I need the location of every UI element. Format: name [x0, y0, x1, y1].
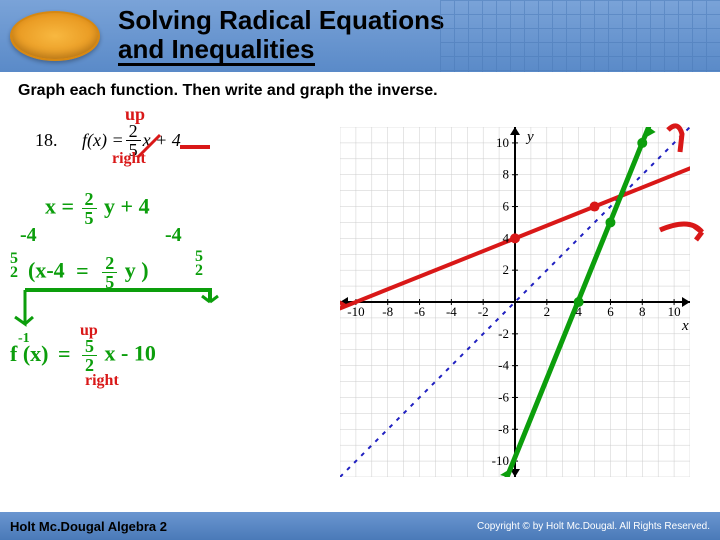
fx-prefix: f(x) =	[82, 130, 124, 151]
svg-text:-6: -6	[498, 389, 509, 404]
hand-up1: up	[125, 104, 145, 125]
header-grid-decoration	[440, 0, 720, 72]
svg-text:-4: -4	[498, 358, 509, 373]
content-area: Graph each function. Then write and grap…	[0, 72, 720, 502]
hand-minus4l: -4	[20, 224, 37, 247]
hand-52-right: 52	[195, 250, 203, 279]
footer: Holt Mc.Dougal Algebra 2 Copyright © by …	[0, 512, 720, 540]
logo-oval	[10, 11, 100, 61]
hand-minus4r: -4	[165, 224, 182, 247]
hand-bracket-l: (x-4 = 2 5 y )	[28, 254, 149, 291]
page-title: Solving Radical Equations and Inequaliti…	[118, 6, 445, 66]
header: Solving Radical Equations and Inequaliti…	[0, 0, 720, 72]
footer-right: Copyright © by Holt Mc.Dougal. All Right…	[477, 521, 710, 532]
svg-text:x: x	[681, 318, 689, 334]
svg-text:8: 8	[639, 304, 646, 319]
hand-right1: right	[112, 150, 146, 168]
svg-text:6: 6	[607, 304, 614, 319]
svg-text:2: 2	[503, 262, 510, 277]
svg-text:2: 2	[544, 304, 551, 319]
svg-text:-8: -8	[382, 304, 393, 319]
svg-text:10: 10	[496, 135, 509, 150]
svg-text:-2: -2	[478, 304, 489, 319]
svg-text:-2: -2	[498, 326, 509, 341]
svg-text:-10: -10	[347, 304, 364, 319]
svg-text:8: 8	[503, 167, 510, 182]
svg-text:4: 4	[575, 304, 582, 319]
title-line2: and Inequalities	[118, 35, 315, 67]
svg-text:y: y	[525, 129, 534, 145]
problem-number: 18.	[35, 130, 58, 151]
svg-text:-10: -10	[492, 453, 509, 468]
svg-text:10: 10	[668, 304, 681, 319]
svg-text:6: 6	[503, 199, 510, 214]
title-line1: Solving Radical Equations	[118, 5, 445, 35]
coordinate-graph: -10-10-8-8-6-6-4-4-2-2224466881010xy	[340, 127, 690, 477]
graph-svg: -10-10-8-8-6-6-4-4-2-2224466881010xy	[340, 127, 690, 477]
hand-eq1: x = 2 5 y + 4	[45, 190, 150, 227]
fx-suffix: x + 4	[143, 130, 181, 151]
problem-statement: 18. f(x) = 2 5 x + 4	[35, 122, 181, 159]
instruction-text: Graph each function. Then write and grap…	[18, 82, 702, 100]
hand-52-left: 52	[10, 252, 18, 281]
svg-text:-8: -8	[498, 421, 509, 436]
svg-text:4: 4	[503, 230, 510, 245]
svg-text:-6: -6	[414, 304, 425, 319]
svg-text:-4: -4	[446, 304, 457, 319]
footer-left: Holt Mc.Dougal Algebra 2	[10, 519, 167, 534]
hand-finv: f (x) -1 = 5 2 x - 10	[10, 337, 156, 374]
